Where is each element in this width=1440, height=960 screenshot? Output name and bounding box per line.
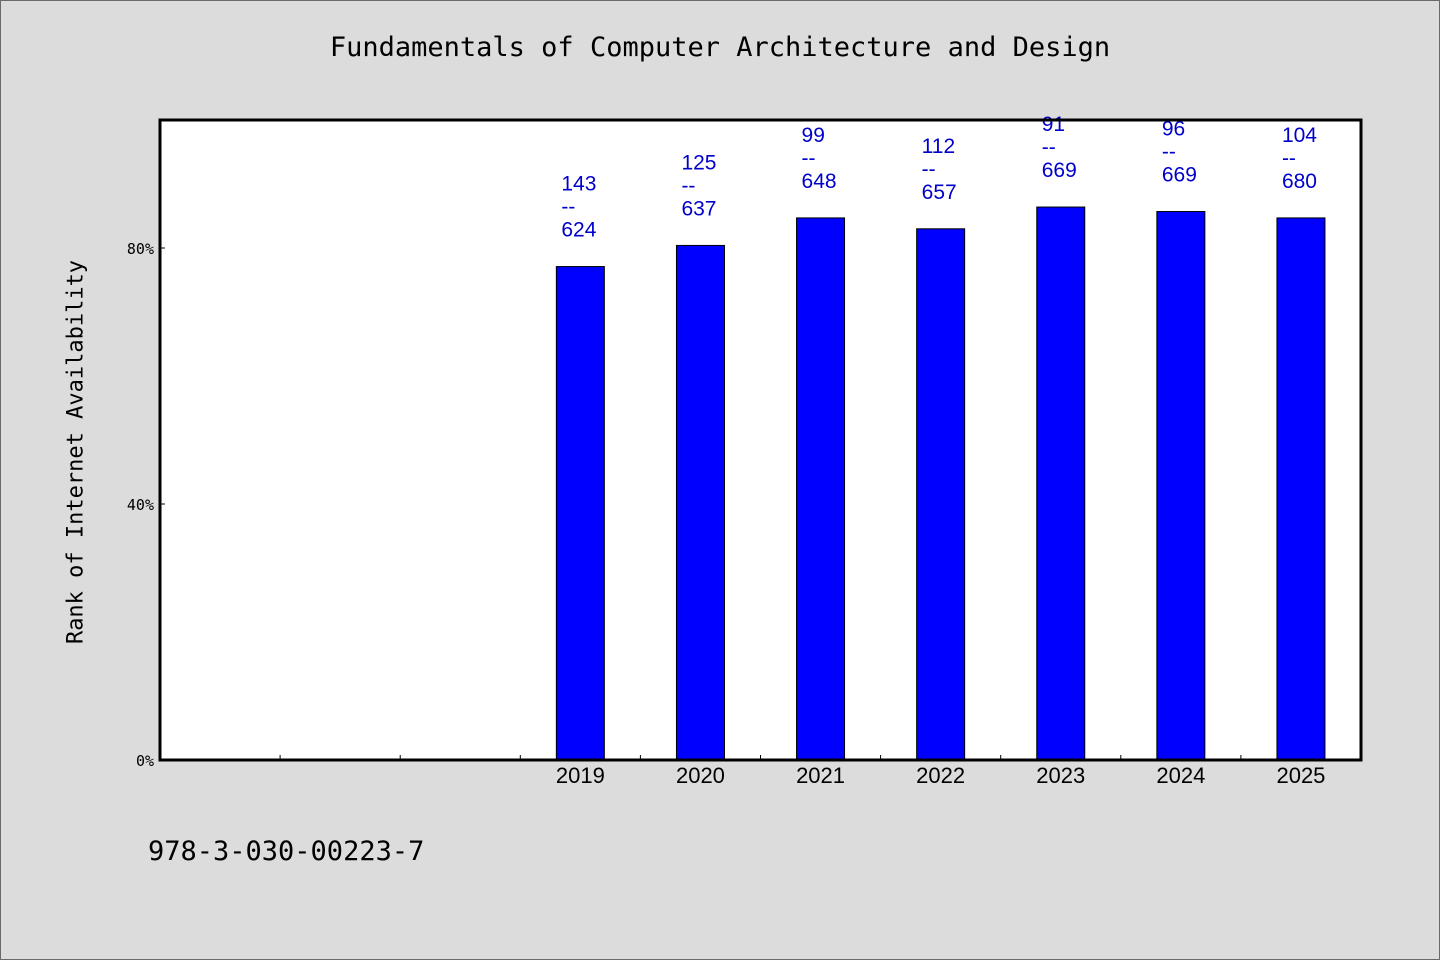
data-label-total: 657: [922, 181, 957, 204]
data-label-rank: 143: [561, 173, 596, 196]
x-tick-label: 2019: [556, 763, 605, 788]
plot-border: [158, 118, 1363, 762]
bar: [1156, 211, 1206, 761]
x-tick-label: 2023: [1036, 763, 1085, 788]
y-tick-label: 40%: [127, 496, 154, 514]
x-tick-label: 2020: [676, 763, 725, 788]
data-label-total: 648: [802, 170, 837, 193]
y-tick-label: 80%: [127, 240, 154, 258]
bar: [916, 228, 966, 761]
data-label-total: 669: [1042, 159, 1077, 182]
data-label-separator: --: [1162, 141, 1176, 164]
data-label-rank: 104: [1282, 124, 1317, 147]
bar: [1036, 206, 1086, 761]
data-label-rank: 99: [802, 124, 825, 147]
bar: [796, 217, 846, 761]
chart-title: Fundamentals of Computer Architecture an…: [329, 32, 1111, 63]
x-tick-label: 2024: [1156, 763, 1205, 788]
data-label-total: 624: [561, 219, 596, 242]
data-label-rank: 125: [681, 151, 716, 174]
data-label-total: 680: [1282, 170, 1317, 193]
data-label-separator: --: [1282, 147, 1296, 170]
x-tick-label: 2021: [796, 763, 845, 788]
data-label-separator: --: [561, 196, 575, 219]
isbn-text: 978-3-030-00223-7: [148, 836, 425, 867]
x-tick-label: 2025: [1276, 763, 1325, 788]
data-label-rank: 96: [1162, 118, 1185, 141]
data-label-total: 669: [1162, 164, 1197, 187]
data-label-rank: 91: [1042, 113, 1065, 136]
bar: [555, 266, 605, 761]
data-label-separator: --: [681, 174, 695, 197]
data-label-separator: --: [802, 147, 816, 170]
bar: [1276, 217, 1326, 761]
data-label-total: 637: [681, 197, 716, 220]
y-tick-label: 0%: [136, 752, 154, 770]
x-tick-label: 2022: [916, 763, 965, 788]
data-label-rank: 112: [922, 135, 955, 158]
data-label-separator: --: [1042, 136, 1056, 159]
bar: [675, 244, 725, 761]
data-label-separator: --: [922, 158, 936, 181]
